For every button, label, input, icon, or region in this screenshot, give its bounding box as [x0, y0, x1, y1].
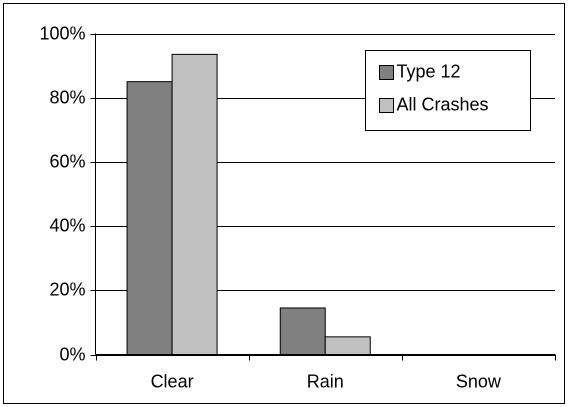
y-tick-label: 60% [49, 151, 85, 171]
legend-box [365, 50, 531, 131]
bar [126, 81, 173, 356]
x-tick-label: Rain [307, 371, 344, 391]
y-tick-label: 80% [49, 87, 85, 107]
legend-swatch [379, 98, 394, 113]
bar [171, 53, 218, 356]
bar [324, 336, 371, 356]
legend-swatch [379, 65, 394, 80]
y-tick-label: 40% [49, 215, 85, 235]
y-tick-label: 0% [59, 344, 85, 364]
y-tick-label: 20% [49, 279, 85, 299]
legend-label: All Crashes [397, 94, 489, 114]
x-tick-label: Snow [456, 371, 502, 391]
x-tick-label: Clear [151, 371, 194, 391]
bar [279, 307, 326, 355]
y-tick-label: 100% [39, 23, 85, 43]
legend-label: Type 12 [397, 61, 461, 81]
